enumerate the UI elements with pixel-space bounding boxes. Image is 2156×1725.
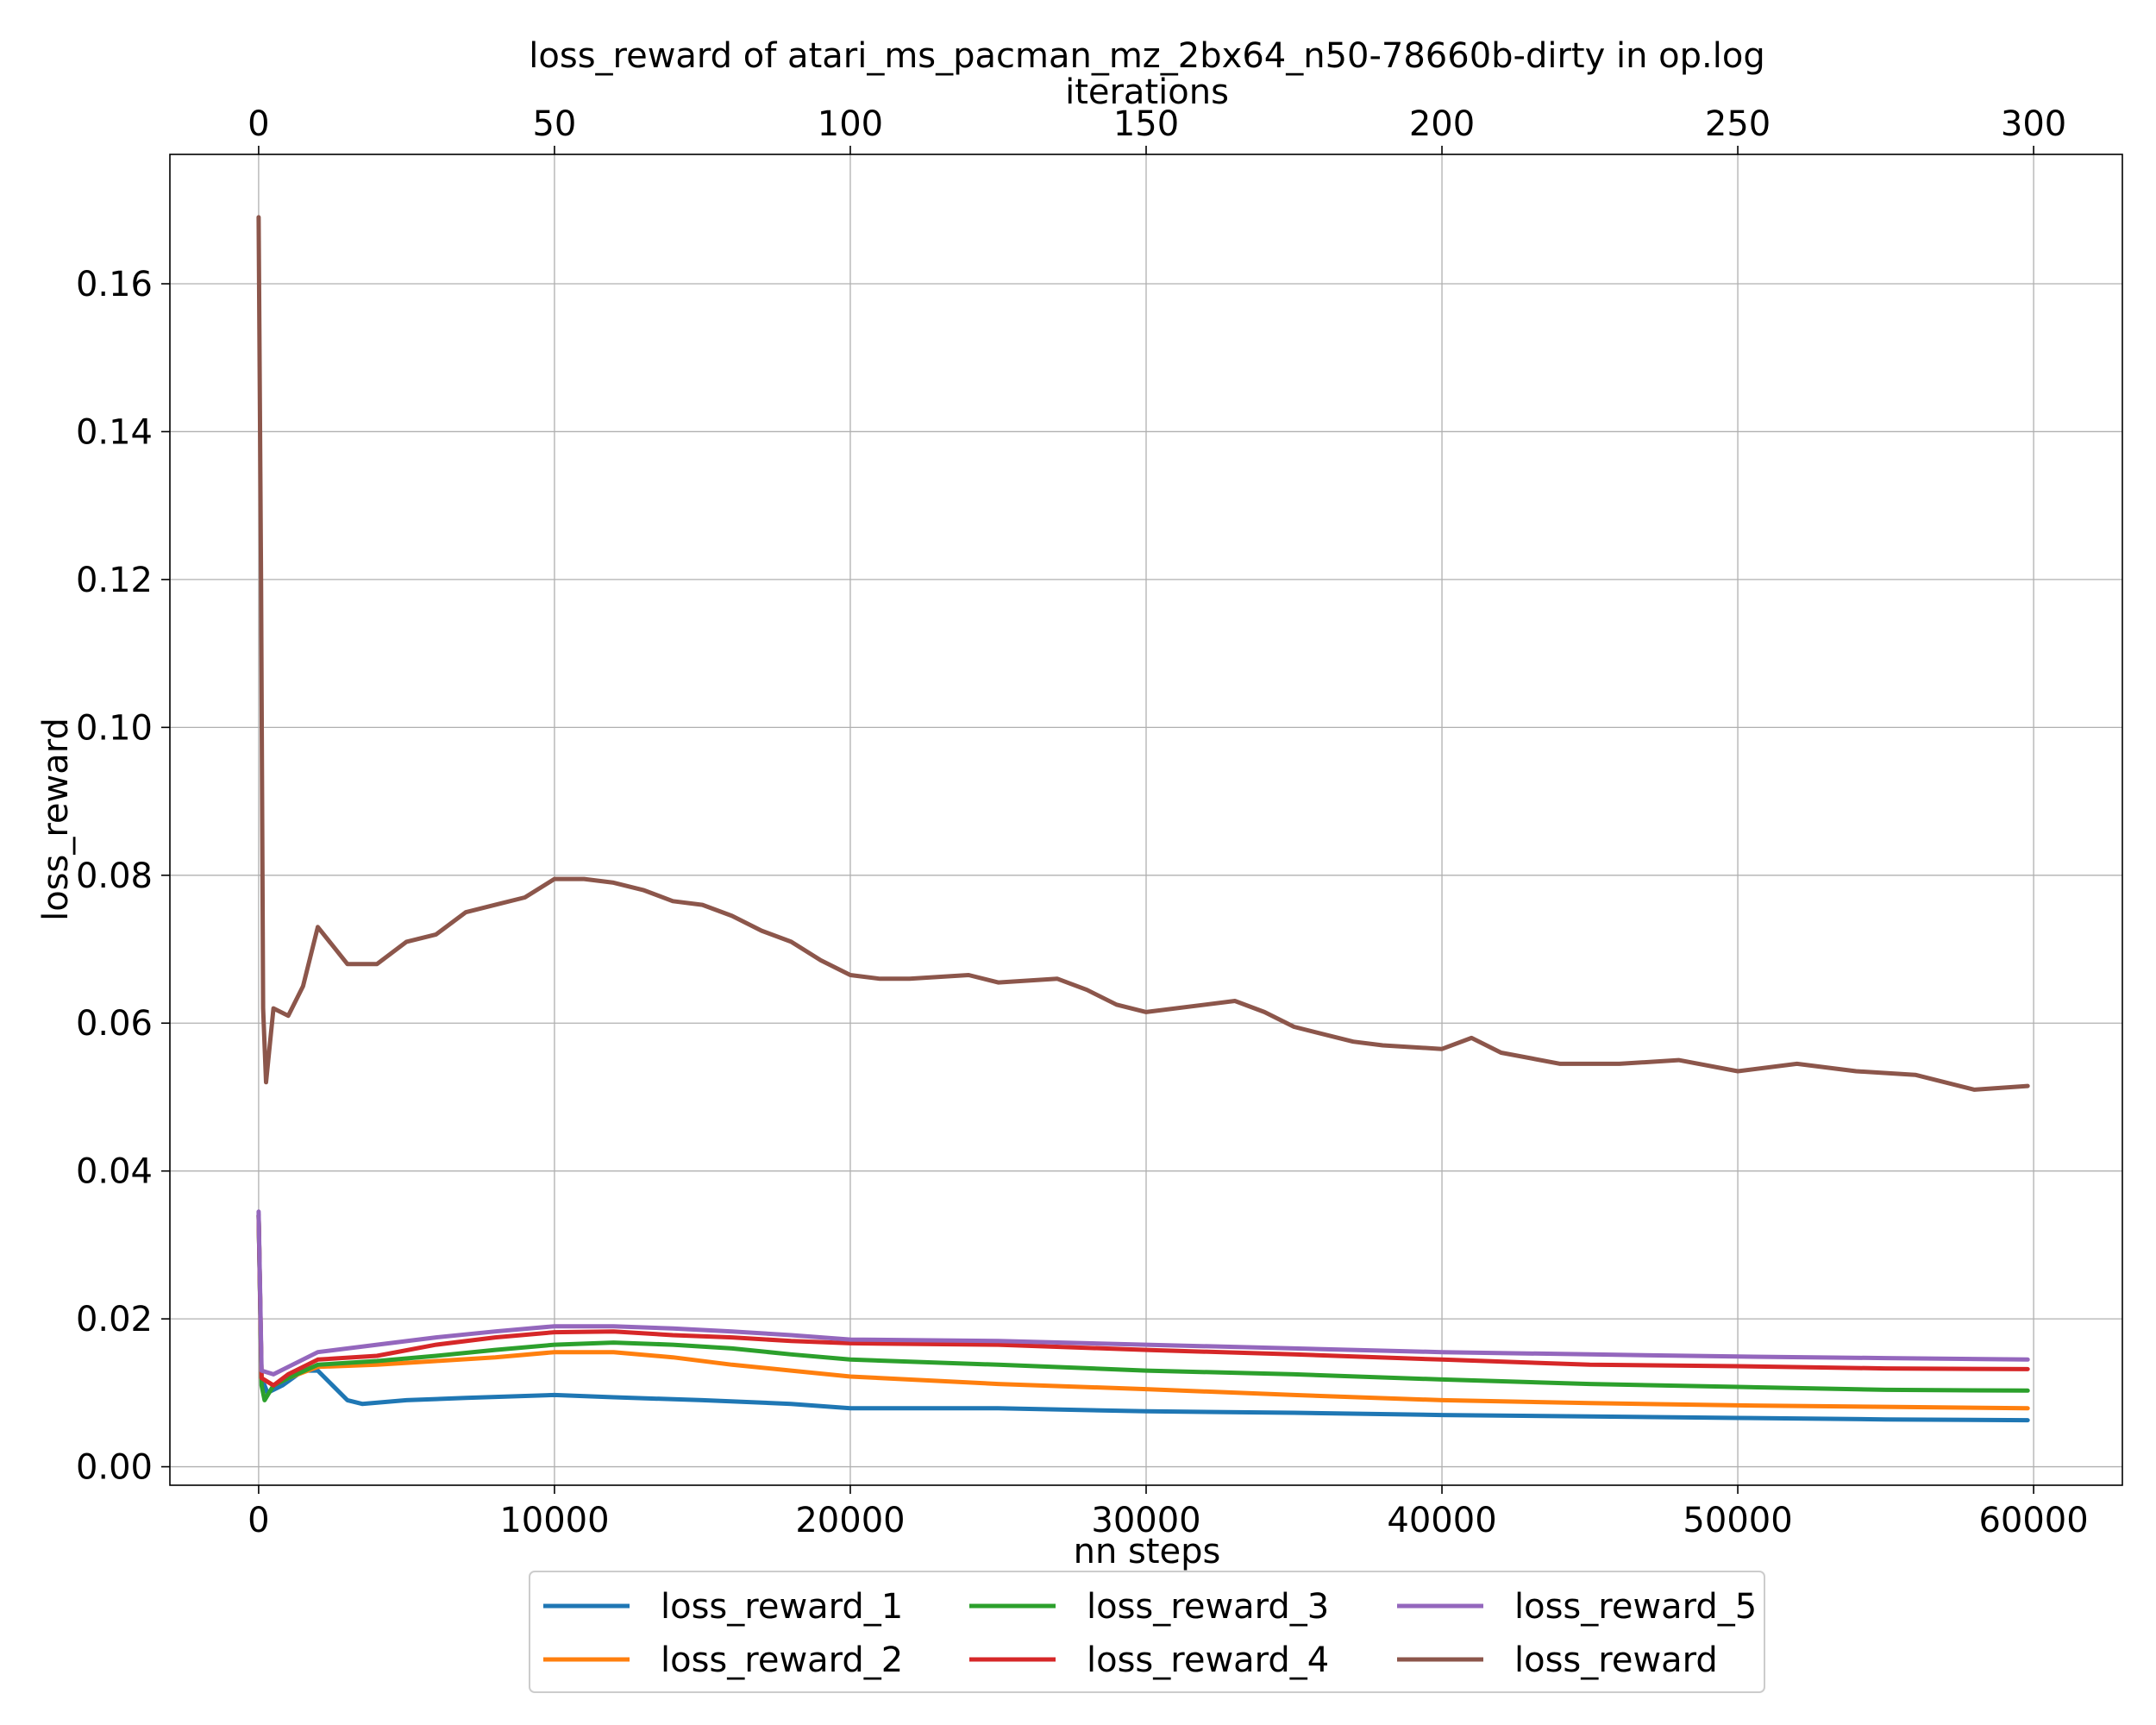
legend: loss_reward_1loss_reward_2loss_reward_3l…	[529, 1571, 1765, 1693]
top-x-tick-label: 250	[1705, 104, 1771, 144]
legend-label: loss_reward_2	[661, 1640, 903, 1680]
series-line-loss-reward-2	[256, 1213, 2030, 1411]
top-x-tick-label: 0	[248, 104, 269, 144]
y-tick-label: 0.12	[76, 561, 153, 600]
data-series	[256, 215, 2030, 1423]
x-tick-label: 0	[248, 1501, 269, 1540]
axis-ticks: 0 10000 20000 30000 40000 50000 60000 0.00 0.02 0…	[76, 104, 2089, 1540]
series-line-loss-reward-4	[256, 1213, 2030, 1388]
legend-label: loss_reward_5	[1514, 1587, 1757, 1627]
top-x-tick-label: 150	[1113, 104, 1179, 144]
series-line-loss-reward-3	[256, 1213, 2030, 1402]
grid-lines	[170, 154, 2122, 1485]
series-line-loss-reward	[256, 215, 2030, 1092]
legend-label: loss_reward_1	[661, 1587, 903, 1627]
top-x-tick-label: 50	[532, 104, 576, 144]
x-axis-label: nn steps	[1074, 1532, 1221, 1571]
y-tick-label: 0.16	[76, 265, 153, 304]
top-x-axis-label: iterations	[1065, 72, 1229, 112]
top-x-tick-label: 200	[1409, 104, 1475, 144]
x-tick-label: 20000	[795, 1501, 905, 1540]
series-line-loss-reward-5	[256, 1209, 2030, 1377]
y-tick-label: 0.00	[76, 1448, 153, 1488]
x-tick-label: 50000	[1683, 1501, 1792, 1540]
y-tick-label: 0.06	[76, 1004, 153, 1044]
chart-title: loss_reward of atari_ms_pacman_mz_2bx64_…	[529, 36, 1764, 76]
top-x-tick-label: 300	[2001, 104, 2066, 144]
legend-frame	[529, 1571, 1765, 1693]
y-tick-label: 0.14	[76, 412, 153, 452]
top-x-tick-label: 100	[818, 104, 883, 144]
legend-label: loss_reward_3	[1087, 1587, 1329, 1627]
y-axis-label: loss_reward	[36, 718, 76, 921]
x-tick-label: 40000	[1387, 1501, 1496, 1540]
x-tick-label: 30000	[1091, 1501, 1200, 1540]
legend-label: loss_reward_4	[1087, 1640, 1329, 1680]
y-tick-label: 0.08	[76, 856, 153, 896]
y-tick-label: 0.02	[76, 1300, 153, 1339]
y-tick-label: 0.10	[76, 708, 153, 748]
x-tick-label: 10000	[499, 1501, 609, 1540]
legend-label: loss_reward	[1514, 1640, 1718, 1680]
y-tick-label: 0.04	[76, 1152, 153, 1192]
x-tick-label: 60000	[1978, 1501, 2088, 1540]
